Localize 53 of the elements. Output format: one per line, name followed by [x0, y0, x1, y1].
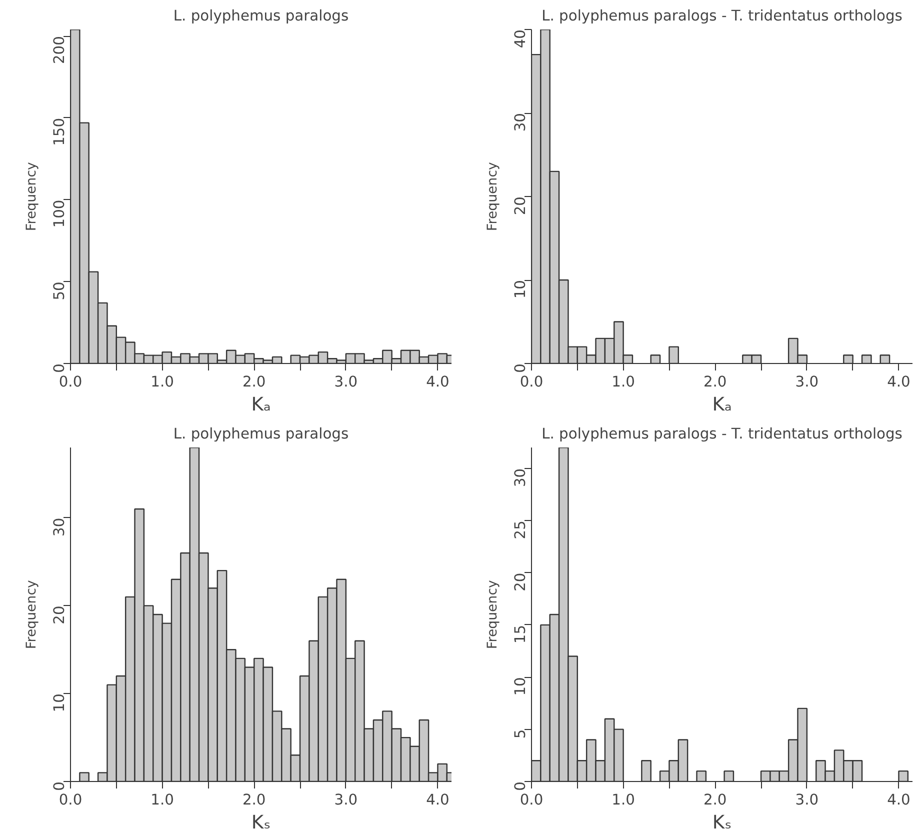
y-tick-label: 0 — [51, 781, 68, 791]
x-tick-label: 2.0 — [242, 374, 266, 390]
x-tick-label: 0.0 — [520, 792, 544, 808]
x-axis-title: Kₐ — [251, 394, 271, 416]
chart-title: L. polyphemus paralogs - T. tridentatus orthologs — [542, 426, 902, 442]
x-tick-label: 4.0 — [426, 792, 450, 808]
y-tick-label: 40 — [512, 29, 529, 48]
x-tick-label: 2.0 — [703, 792, 727, 808]
y-tick-label: 10 — [512, 677, 529, 696]
y-axis-title: Frequency — [24, 580, 40, 649]
y-axis-title: Frequency — [486, 162, 500, 231]
x-tick-label: 1.0 — [150, 374, 174, 390]
y-tick-label: 15 — [512, 624, 529, 644]
y-tick-label: 30 — [512, 468, 529, 488]
chart-title: L. polyphemus paralogs — [173, 426, 349, 442]
x-tick-label: 2.0 — [242, 792, 266, 808]
y-tick-label: 20 — [512, 196, 529, 216]
x-tick-label: 0.0 — [58, 374, 82, 390]
x-tick-label: 3.0 — [334, 374, 358, 390]
x-tick-label: 1.0 — [612, 792, 635, 808]
x-tick-label: 4.0 — [887, 792, 910, 808]
x-tick-label: 1.0 — [150, 792, 174, 808]
y-tick-label: 25 — [512, 520, 529, 540]
y-tick-label: 50 — [51, 282, 68, 300]
y-tick-label: 10 — [512, 280, 529, 299]
x-tick-label: 3.0 — [795, 374, 819, 390]
y-tick-label: 30 — [512, 112, 529, 132]
y-axis-title: Frequency — [24, 162, 40, 231]
y-tick-label: 5 — [512, 729, 529, 739]
y-tick-label: 100 — [51, 200, 68, 228]
x-tick-label: 4.0 — [887, 374, 910, 390]
y-tick-label: 200 — [51, 36, 68, 64]
y-tick-label: 30 — [51, 518, 68, 536]
y-tick-label: 0 — [51, 363, 68, 373]
y-tick-label: 0 — [512, 781, 529, 791]
x-tick-label: 4.0 — [426, 374, 450, 390]
x-tick-label: 3.0 — [795, 792, 819, 808]
x-axis-title: Kₛ — [251, 812, 271, 834]
y-tick-label: 0 — [512, 363, 529, 373]
y-tick-label: 20 — [51, 606, 68, 624]
chart-title: L. polyphemus paralogs - T. tridentatus orthologs — [542, 8, 902, 24]
chart-title: L. polyphemus paralogs — [173, 8, 349, 24]
x-tick-label: 0.0 — [520, 374, 544, 390]
x-tick-label: 3.0 — [334, 792, 358, 808]
y-tick-label: 150 — [51, 118, 68, 146]
x-axis-title: Kₐ — [712, 394, 732, 416]
x-tick-label: 2.0 — [703, 374, 727, 390]
y-tick-label: 10 — [51, 694, 68, 712]
y-tick-label: 20 — [512, 572, 529, 592]
x-tick-label: 0.0 — [58, 792, 82, 808]
x-axis-title: Kₛ — [712, 812, 732, 834]
x-tick-label: 1.0 — [612, 374, 635, 390]
y-axis-title: Frequency — [486, 580, 500, 649]
